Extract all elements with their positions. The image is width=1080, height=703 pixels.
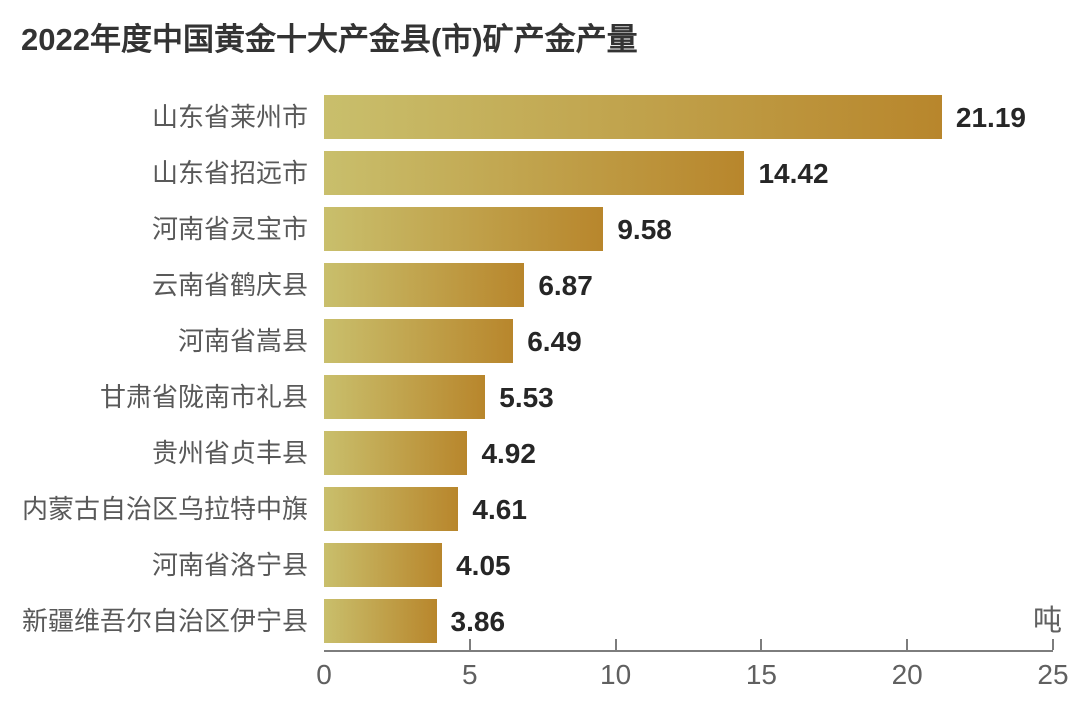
x-axis-tick-label: 20 (891, 659, 923, 690)
category-label: 河南省灵宝市 (151, 214, 308, 244)
value-label: 9.58 (617, 214, 672, 245)
x-axis-tick-label: 15 (745, 659, 777, 690)
x-axis-tick (614, 639, 617, 650)
value-label: 5.53 (499, 382, 554, 413)
bar (324, 151, 745, 195)
x-axis-tick-label: 25 (1037, 659, 1069, 690)
x-axis-tick-label: 10 (600, 659, 632, 690)
chart-row: 河南省灵宝市 9.58 (0, 207, 1080, 251)
x-axis-tick (1052, 639, 1054, 650)
chart-row: 贵州省贞丰县 4.92 (0, 431, 1080, 475)
chart-row: 山东省招远市 14.42 (0, 151, 1080, 195)
chart-row: 河南省嵩县 6.49 (0, 319, 1080, 363)
chart-row: 内蒙古自治区乌拉特中旗 4.61 (0, 487, 1080, 531)
x-axis-tick (468, 639, 471, 650)
category-label: 山东省招远市 (151, 158, 308, 188)
bar (324, 431, 468, 475)
bar (324, 319, 514, 363)
category-label: 甘肃省陇南市礼县 (99, 382, 308, 412)
category-label: 内蒙古自治区乌拉特中旗 (21, 494, 308, 524)
x-axis-tick-label: 5 (462, 659, 478, 690)
category-label: 河南省嵩县 (177, 326, 308, 356)
value-label: 14.42 (758, 158, 829, 189)
x-axis-tick-label: 0 (316, 659, 332, 690)
x-axis-tick (760, 639, 763, 650)
value-label: 4.61 (472, 494, 527, 525)
value-label: 6.87 (538, 270, 593, 301)
x-axis-line (324, 650, 1053, 652)
chart-row: 新疆维吾尔自治区伊宁县 3.86 (0, 599, 1080, 643)
chart-row: 山东省莱州市 21.19 (0, 95, 1080, 139)
chart-title: 2022年度中国黄金十大产金县(市)矿产金产量 (21, 22, 638, 57)
chart-row: 云南省鹤庆县 6.87 (0, 263, 1080, 307)
category-label: 新疆维吾尔自治区伊宁县 (21, 606, 308, 636)
chart-row: 甘肃省陇南市礼县 5.53 (0, 375, 1080, 419)
category-label: 山东省莱州市 (151, 102, 308, 132)
bar (324, 487, 459, 531)
bar (324, 263, 525, 307)
category-label: 云南省鹤庆县 (151, 270, 308, 300)
bar (324, 543, 443, 587)
value-label: 3.86 (450, 606, 506, 637)
bar (324, 207, 604, 251)
bar (324, 375, 486, 419)
x-axis-tick (906, 639, 909, 650)
axis-unit-label: 吨 (1032, 605, 1062, 637)
value-label: 6.49 (527, 326, 582, 357)
bar (324, 95, 942, 139)
category-label: 贵州省贞丰县 (151, 438, 308, 468)
chart-row: 河南省洛宁县 4.05 (0, 543, 1080, 587)
value-label: 4.05 (456, 550, 511, 581)
bar (324, 599, 437, 643)
value-label: 4.92 (481, 438, 536, 469)
category-label: 河南省洛宁县 (151, 550, 308, 580)
value-label: 21.19 (955, 102, 1026, 133)
